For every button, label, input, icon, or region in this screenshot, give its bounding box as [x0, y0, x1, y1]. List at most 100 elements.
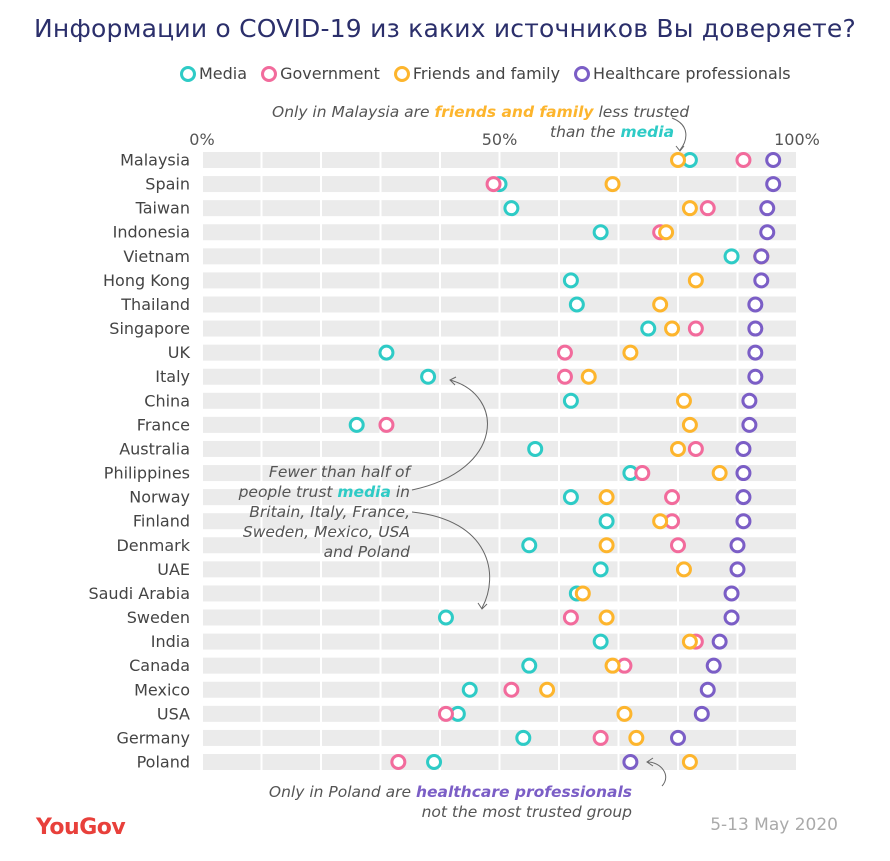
dot-healthcare-professionals	[735, 465, 752, 482]
annotation-malaysia: Only in Malaysia are friends and family …	[272, 103, 690, 141]
country-label: USA	[157, 704, 190, 723]
country-label: Denmark	[116, 536, 190, 555]
chart-title: Информации о COVID-19 из каких источнико…	[34, 14, 856, 43]
dot-healthcare-professionals	[693, 705, 710, 722]
dot-healthcare-professionals	[723, 585, 740, 602]
country-label: Mexico	[134, 680, 190, 699]
country-label: Spain	[145, 175, 190, 194]
dot-friends-and-family	[658, 224, 675, 241]
legend: Media Government Friends and family Heal…	[180, 64, 791, 83]
dot-friends-and-family	[616, 705, 633, 722]
dot-friends-and-family	[675, 561, 692, 578]
dot-media	[562, 392, 579, 409]
country-label: Canada	[129, 656, 190, 675]
dot-media	[378, 344, 395, 361]
dot-friends-and-family	[628, 729, 645, 746]
country-label: Poland	[137, 753, 190, 772]
arrow-poland	[647, 761, 667, 787]
legend-item-healthcare: Healthcare professionals	[574, 64, 791, 83]
annotation-media: Fewer than half of people trust media in…	[238, 463, 410, 561]
country-label: Singapore	[109, 319, 190, 338]
dot-media	[527, 440, 544, 457]
dot-government	[437, 705, 454, 722]
dot-government	[378, 416, 395, 433]
country-label: Philippines	[104, 464, 190, 483]
dot-friends-and-family	[580, 368, 597, 385]
country-label: UK	[168, 343, 191, 362]
country-label: France	[137, 415, 190, 434]
country-label: Germany	[116, 728, 190, 747]
dot-friends-and-family	[681, 633, 698, 650]
friends-marker-icon	[393, 65, 410, 82]
dot-friends-and-family	[604, 176, 621, 193]
dot-media	[592, 633, 609, 650]
arrow-italy	[411, 379, 488, 491]
dot-healthcare-professionals	[735, 513, 752, 530]
dot-government	[503, 681, 520, 698]
dot-media	[562, 272, 579, 289]
dot-healthcare-professionals	[765, 152, 782, 168]
country-label: Norway	[129, 488, 190, 507]
dot-friends-and-family	[598, 489, 615, 506]
legend-item-media: Media	[180, 64, 247, 83]
dot-healthcare-professionals	[735, 489, 752, 506]
dot-healthcare-professionals	[753, 272, 770, 289]
dot-government	[735, 152, 752, 168]
dot-government	[592, 729, 609, 746]
dot-healthcare-professionals	[759, 224, 776, 241]
dot-healthcare-professionals	[753, 248, 770, 265]
country-label: India	[151, 632, 190, 651]
country-label: Thailand	[120, 295, 190, 314]
dot-healthcare-professionals	[735, 440, 752, 457]
government-marker-icon	[261, 65, 278, 82]
dot-friends-and-family	[622, 344, 639, 361]
arrow-sweden	[411, 511, 491, 609]
dot-healthcare-professionals	[759, 200, 776, 217]
dot-healthcare-professionals	[723, 609, 740, 626]
dot-media	[592, 224, 609, 241]
dot-media	[568, 296, 585, 313]
dot-friends-and-family	[681, 200, 698, 217]
dot-healthcare-professionals	[729, 561, 746, 578]
dot-media	[461, 681, 478, 698]
dot-friends-and-family	[675, 392, 692, 409]
dot-media	[515, 729, 532, 746]
dot-healthcare-professionals	[741, 416, 758, 433]
dot-media	[562, 489, 579, 506]
dot-healthcare-professionals	[747, 368, 764, 385]
dot-media	[598, 513, 615, 530]
country-label: Italy	[155, 367, 190, 386]
healthcare-marker-icon	[574, 65, 591, 82]
dot-healthcare-professionals	[747, 344, 764, 361]
dot-friends-and-family	[681, 754, 698, 770]
dot-friends-and-family	[539, 681, 556, 698]
dot-media	[592, 561, 609, 578]
dot-healthcare-professionals	[705, 657, 722, 674]
dot-healthcare-professionals	[765, 176, 782, 193]
dot-friends-and-family	[670, 440, 686, 457]
country-label: China	[144, 391, 190, 410]
dot-government	[634, 465, 651, 482]
dot-healthcare-professionals	[741, 392, 758, 409]
dot-government	[699, 200, 716, 217]
dot-friends-and-family	[681, 416, 698, 433]
country-label: Sweden	[127, 608, 190, 627]
survey-date: 5-13 May 2020	[710, 815, 838, 835]
x-tick-label: 50%	[482, 130, 518, 149]
dot-healthcare-professionals	[699, 681, 716, 698]
yougov-logo: YouGov	[36, 815, 126, 840]
dot-friends-and-family	[598, 609, 615, 626]
dot-healthcare-professionals	[747, 296, 764, 313]
dot-healthcare-professionals	[622, 754, 639, 770]
dot-friends-and-family	[604, 657, 621, 674]
dot-media	[521, 537, 538, 554]
country-label: Taiwan	[135, 199, 190, 218]
dot-friends-and-family	[670, 152, 686, 168]
dot-media	[723, 248, 740, 265]
annotation-arrows	[411, 117, 687, 787]
arrow-malaysia	[671, 117, 687, 151]
dot-healthcare-professionals	[711, 633, 728, 650]
country-label: UAE	[157, 560, 190, 579]
dot-government	[670, 537, 686, 554]
